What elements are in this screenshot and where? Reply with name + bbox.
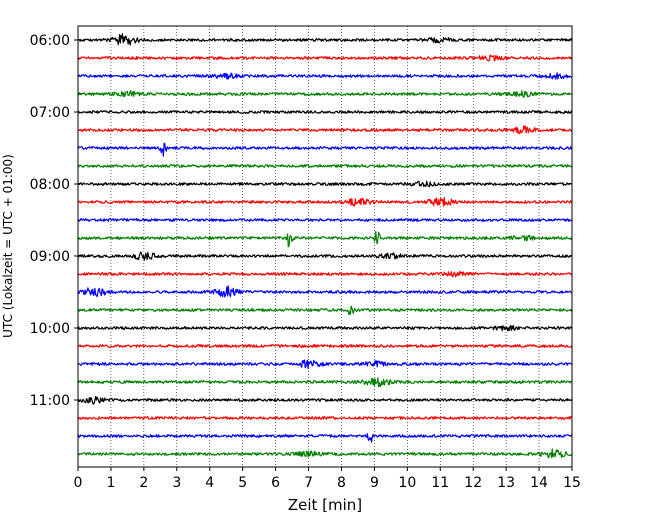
y-tick-label: 09:00 xyxy=(30,249,70,265)
trace-1100 xyxy=(77,396,573,405)
x-tick-label: 8 xyxy=(337,475,346,491)
x-tick-label: 2 xyxy=(139,475,148,491)
y-tick-label: 07:00 xyxy=(30,105,70,121)
x-tick-label: 10 xyxy=(398,475,416,491)
trace-0845 xyxy=(77,231,573,248)
trace-0600 xyxy=(77,33,573,46)
y-tick-label: 11:00 xyxy=(30,393,70,409)
trace-0715 xyxy=(77,125,573,135)
trace-0945 xyxy=(77,305,573,316)
plot-frame xyxy=(77,25,573,468)
x-axis-ticks: 0 1 2 3 4 5 6 7 8 9 10 11 12 13 14 15 xyxy=(74,467,581,491)
trace-0730 xyxy=(77,142,573,157)
trace-0800 xyxy=(77,180,573,188)
trace-0900 xyxy=(77,251,573,261)
y-tick-label: 10:00 xyxy=(30,321,70,337)
x-tick-label: 13 xyxy=(497,475,515,491)
trace-0700 xyxy=(77,110,573,114)
x-tick-label: 7 xyxy=(304,475,313,491)
x-tick-label: 9 xyxy=(370,475,379,491)
trace-1015 xyxy=(77,344,573,348)
trace-0630 xyxy=(77,72,573,80)
x-tick-label: 0 xyxy=(74,475,83,491)
x-tick-label: 1 xyxy=(106,475,115,491)
x-tick-label: 11 xyxy=(431,475,449,491)
trace-1045 xyxy=(77,377,573,388)
traces-group xyxy=(77,33,573,459)
plot-background xyxy=(78,26,572,467)
trace-0615 xyxy=(77,54,573,62)
x-tick-label: 3 xyxy=(172,475,181,491)
trace-0645 xyxy=(77,90,573,98)
trace-1115 xyxy=(77,416,573,420)
trace-0930 xyxy=(77,285,573,298)
trace-0830 xyxy=(77,218,573,222)
x-tick-label: 14 xyxy=(530,475,548,491)
x-axis-label: Zeit [min] xyxy=(288,496,362,514)
trace-0915 xyxy=(77,270,573,278)
y-tick-label: 08:00 xyxy=(30,177,70,193)
trace-1030 xyxy=(77,359,573,369)
x-tick-label: 12 xyxy=(464,475,482,491)
x-tick-label: 5 xyxy=(238,475,247,491)
y-tick-label: 06:00 xyxy=(30,33,70,49)
x-tick-label: 4 xyxy=(205,475,214,491)
trace-1130 xyxy=(77,433,573,443)
trace-0745 xyxy=(77,164,573,168)
x-tick-label: 6 xyxy=(271,475,280,491)
x-tick-label: 15 xyxy=(563,475,581,491)
y-axis-label: UTC (Lokalzeit = UTC + 01:00) xyxy=(1,154,15,338)
y-axis-ticks: 06:00 07:00 08:00 09:00 10:00 11:00 xyxy=(30,33,78,409)
trace-1145 xyxy=(77,448,573,459)
trace-0815 xyxy=(77,196,573,207)
trace-1000 xyxy=(77,325,573,332)
